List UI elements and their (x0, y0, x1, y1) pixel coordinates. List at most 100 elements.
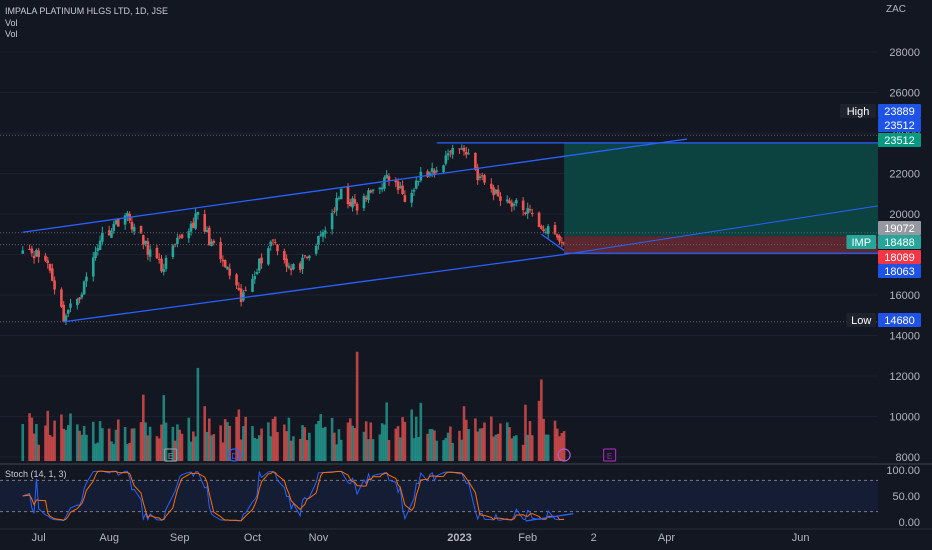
candle-body (414, 180, 418, 189)
candle-body (321, 232, 325, 237)
candle-body (285, 258, 288, 267)
candle-body (496, 189, 500, 197)
volume-bar (205, 431, 209, 462)
candle-body (292, 264, 295, 270)
volume-bar (458, 430, 461, 462)
candle-body (433, 170, 436, 174)
volume-bar (176, 424, 179, 462)
candle-body (62, 304, 65, 322)
volume-bar (321, 427, 325, 462)
candle-body (37, 250, 40, 258)
volume-bar (178, 429, 181, 462)
candle-body (203, 214, 207, 232)
volume-bar (196, 367, 200, 462)
candle-body (123, 215, 127, 225)
candle-body (116, 218, 120, 227)
volume-bar (28, 413, 31, 462)
currency-label: ZAC (886, 4, 906, 15)
event-marker-label: E (607, 452, 612, 461)
volume-bar (560, 432, 564, 462)
candle-body (435, 170, 439, 172)
volume-bar (289, 440, 293, 462)
volume-bar (362, 431, 366, 462)
candle-body (219, 242, 222, 260)
candle-body (464, 151, 468, 155)
volume-bar (339, 439, 343, 462)
volume-bar (162, 395, 166, 462)
candle-body (499, 196, 502, 201)
volume-bar (283, 424, 286, 462)
position-loss-zone (564, 236, 878, 254)
volume-bar (308, 432, 311, 462)
volume-bar (305, 440, 309, 462)
candle-body (187, 231, 191, 239)
price-label-title: Low (851, 315, 871, 327)
volume-bar (35, 423, 38, 462)
event-marker (227, 448, 241, 462)
volume-bar (430, 429, 434, 462)
candle-body (267, 248, 270, 265)
volume-bar (314, 424, 318, 462)
candle-body (478, 176, 482, 178)
volume-bar (189, 441, 193, 462)
volume-bar (144, 422, 147, 462)
price-label-value: 18063 (884, 266, 915, 278)
candle-body (380, 187, 384, 190)
candle-body (355, 203, 359, 211)
volume-bar (53, 420, 56, 462)
volume-bar (269, 436, 272, 462)
volume-bar (292, 436, 295, 462)
volume-bar (212, 434, 216, 462)
price-label-value: 18488 (884, 237, 915, 249)
volume-bar (271, 418, 275, 462)
price-tick-label: 20000 (889, 209, 920, 221)
candle-body (351, 198, 354, 208)
volume-bar (317, 420, 320, 462)
candle-body (348, 202, 352, 206)
volume-bar (526, 434, 530, 462)
volume-bar (508, 427, 511, 462)
volume-bar (69, 413, 72, 462)
candle-body (474, 152, 477, 170)
volume-bar (449, 426, 452, 462)
volume-bar (276, 432, 279, 462)
price-label-value: 14680 (884, 315, 915, 327)
candle-body (490, 183, 493, 189)
candle-body (540, 225, 543, 229)
volume-bar (223, 419, 227, 462)
candle-body (91, 257, 95, 277)
channel-projection-line (564, 205, 879, 255)
volume-bar (221, 442, 225, 462)
volume-bar (330, 417, 334, 462)
volume-bar (62, 428, 65, 462)
volume-bar (30, 417, 34, 462)
price-label-box (878, 235, 921, 249)
candle-body (319, 234, 323, 236)
volume-bar (142, 394, 145, 462)
volume-bar (515, 435, 518, 462)
volume-bar (348, 418, 352, 462)
volume-bar (194, 436, 197, 462)
volume-bar (426, 433, 429, 462)
volume-bar (85, 434, 88, 462)
candle-body (260, 257, 263, 264)
candle-body (96, 248, 100, 251)
volume-bar (32, 433, 36, 462)
volume-bar (442, 440, 445, 462)
candle-body (21, 250, 25, 254)
candle-body (510, 202, 514, 207)
volume-bar (101, 428, 104, 462)
candle-body (417, 180, 420, 182)
volume-bar (333, 432, 336, 462)
volume-bar (337, 429, 341, 462)
candle-body (173, 244, 177, 246)
candle-body (196, 211, 200, 215)
candle-body (146, 241, 150, 255)
volume-bar (505, 422, 509, 462)
volume-bar (160, 424, 163, 462)
volume-bar (462, 406, 466, 462)
candle-body (410, 192, 414, 203)
volume-bar (187, 417, 191, 462)
volume-bar (510, 438, 514, 462)
